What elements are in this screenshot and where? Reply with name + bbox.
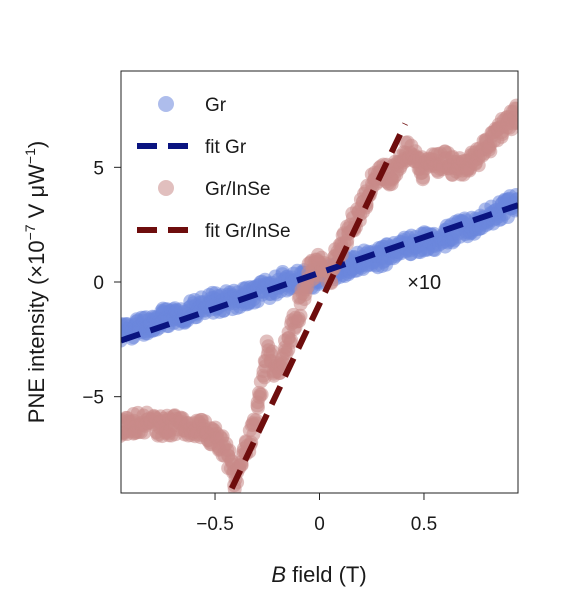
y-axis-label-mid: V μW — [24, 164, 49, 225]
x-axis-label: B field (T) — [271, 562, 366, 587]
y-axis-label-exp1: −7 — [22, 224, 38, 240]
scale-annotation: ×10 — [407, 272, 441, 294]
legend-marker — [158, 180, 174, 196]
fit-line-fit-gr-inse — [229, 122, 408, 490]
legend-label: fit Gr/InSe — [205, 221, 291, 242]
legend-label: Gr/InSe — [205, 179, 270, 200]
legend-item-2: Gr/InSe — [158, 179, 270, 200]
data-point — [265, 344, 280, 359]
legend-item-3: fit Gr/InSe — [137, 221, 291, 242]
data-point — [254, 387, 269, 402]
legend: Gr fit Gr Gr/InSe fit Gr/InSe — [137, 95, 291, 242]
y-tick-label-1: 0 — [93, 273, 104, 294]
y-axis-label-exp2: −1 — [22, 148, 38, 164]
y-tick-label-2: −5 — [82, 388, 104, 409]
y-axis-label-main: PNE intensity (×10 — [24, 240, 49, 423]
legend-item-0: Gr — [158, 95, 227, 116]
x-tick-label-2: 0.5 — [411, 514, 437, 535]
x-tick-label-1: 0 — [314, 514, 325, 535]
x-axis-label-italic: B — [271, 562, 286, 587]
data-point — [284, 333, 299, 348]
x-tick-label-0: −0.5 — [196, 514, 234, 535]
y-axis-label: PNE intensity (×10−7 V μW−1) — [22, 141, 49, 423]
legend-label: fit Gr — [205, 137, 247, 158]
y-axis-label-end: ) — [24, 141, 49, 148]
data-point — [293, 308, 308, 323]
legend-marker — [158, 96, 174, 112]
fit-layer — [121, 122, 518, 490]
y-ticks: 5 0 −5 — [82, 158, 121, 409]
fit-line-fit-gr — [121, 202, 518, 344]
data-point — [509, 98, 518, 113]
x-ticks: −0.5 0 0.5 — [196, 493, 437, 535]
x-axis-label-rest: field (T) — [286, 562, 367, 587]
data-point — [509, 114, 518, 129]
data-point — [234, 458, 249, 473]
legend-label: Gr — [205, 95, 227, 116]
legend-item-1: fit Gr — [137, 137, 247, 158]
y-tick-label-0: 5 — [93, 158, 104, 179]
